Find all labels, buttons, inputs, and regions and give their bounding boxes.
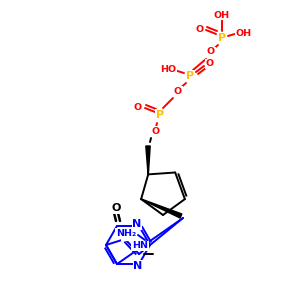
- Polygon shape: [141, 199, 182, 218]
- Text: P: P: [218, 33, 226, 43]
- Text: O: O: [207, 47, 215, 56]
- Text: P: P: [186, 71, 194, 81]
- Text: OH: OH: [214, 11, 230, 20]
- Text: OH: OH: [236, 28, 252, 38]
- Text: O: O: [174, 86, 182, 95]
- Text: O: O: [152, 127, 160, 136]
- Text: N: N: [132, 219, 142, 229]
- Text: O: O: [206, 59, 214, 68]
- Text: HO: HO: [160, 64, 176, 74]
- Text: O: O: [111, 203, 121, 213]
- Text: O: O: [134, 103, 142, 112]
- Polygon shape: [146, 146, 150, 174]
- Text: HN: HN: [132, 242, 148, 250]
- Text: N: N: [122, 230, 130, 240]
- Text: O: O: [196, 26, 204, 34]
- Text: P: P: [156, 110, 164, 120]
- Text: NH₂: NH₂: [116, 229, 136, 238]
- Text: N: N: [134, 261, 142, 271]
